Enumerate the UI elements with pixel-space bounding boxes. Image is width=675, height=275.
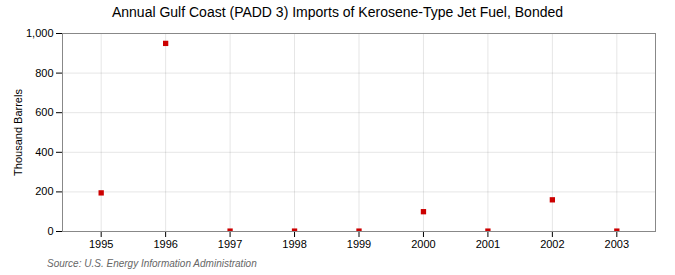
svg-text:200: 200 — [35, 185, 53, 197]
svg-text:1998: 1998 — [282, 238, 306, 250]
svg-text:2003: 2003 — [605, 238, 629, 250]
svg-text:800: 800 — [35, 67, 53, 79]
svg-text:1997: 1997 — [218, 238, 242, 250]
svg-text:2002: 2002 — [540, 238, 564, 250]
svg-text:600: 600 — [35, 106, 53, 118]
svg-text:2000: 2000 — [411, 238, 435, 250]
svg-text:1,000: 1,000 — [26, 27, 54, 39]
html-text:Annual Gulf Coast (PADD 3) Imp: Annual Gulf Coast (PADD 3) Imports of Ke… — [112, 4, 563, 20]
svg-text:2001: 2001 — [476, 238, 500, 250]
svg-text:Thousand Barrels: Thousand Barrels — [12, 89, 24, 176]
svg-text:400: 400 — [35, 146, 53, 158]
svg-text:1996: 1996 — [153, 238, 177, 250]
svg-text:1999: 1999 — [347, 238, 371, 250]
svg-text:1995: 1995 — [89, 238, 113, 250]
svg-text:0: 0 — [47, 225, 53, 237]
html-text:Source: U.S. Energy Informatio: Source: U.S. Energy Information Administ… — [47, 258, 257, 269]
